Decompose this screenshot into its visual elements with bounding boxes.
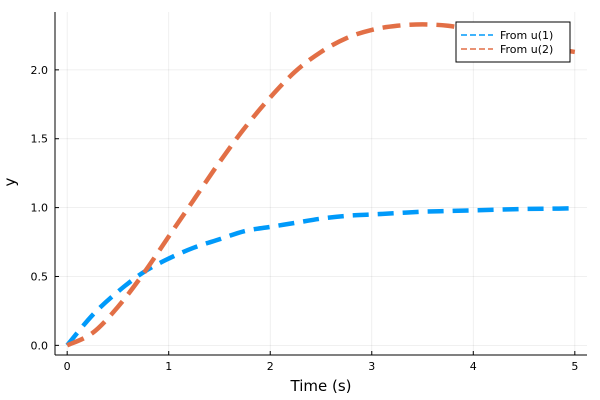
y-axis-title: y	[1, 177, 19, 186]
axes	[54, 12, 587, 356]
x-tick-label: 4	[470, 360, 477, 373]
y-tick-label: 1.0	[31, 202, 49, 215]
x-tick-label: 3	[368, 360, 375, 373]
y-tick-label: 2.0	[31, 64, 49, 77]
y-tick-label: 0.0	[31, 339, 49, 352]
x-tick-label: 0	[64, 360, 71, 373]
legend: From u(1)From u(2)	[455, 21, 571, 63]
grid	[55, 12, 587, 355]
series-line-1	[65, 206, 575, 347]
y-tick-label: 0.5	[31, 270, 49, 283]
legend-label-1: From u(1)	[500, 29, 553, 42]
x-axis-title: Time (s)	[290, 377, 352, 395]
legend-box	[455, 21, 571, 63]
tick-labels: 0 1 2 3 4 5 0.0 0.5 1.0 1.5 2.0	[31, 64, 579, 373]
x-tick-label: 5	[571, 360, 578, 373]
y-tick-label: 1.5	[31, 133, 49, 146]
x-tick-label: 2	[267, 360, 274, 373]
legend-label-2: From u(2)	[500, 43, 553, 56]
x-tick-label: 1	[165, 360, 172, 373]
